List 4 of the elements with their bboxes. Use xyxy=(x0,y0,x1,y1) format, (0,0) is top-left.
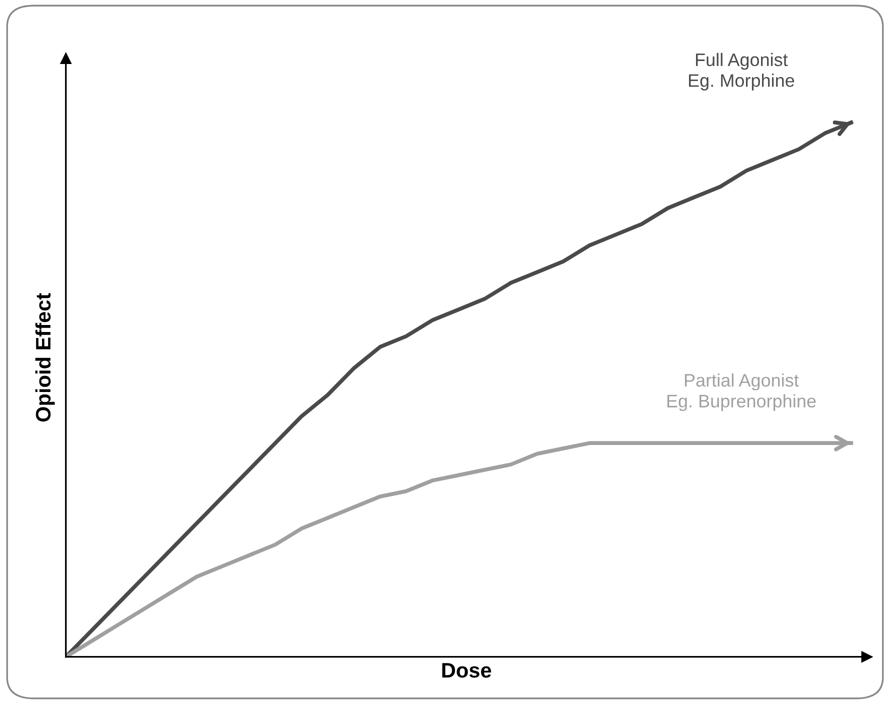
x-axis-title: Dose xyxy=(442,663,492,678)
y-axis-title: Opioid Effect xyxy=(35,293,55,422)
series-label: Partial Agonist Eg. Buprenorphine xyxy=(667,373,816,412)
text: Full Agonist Eg. Morphine xyxy=(689,52,794,90)
